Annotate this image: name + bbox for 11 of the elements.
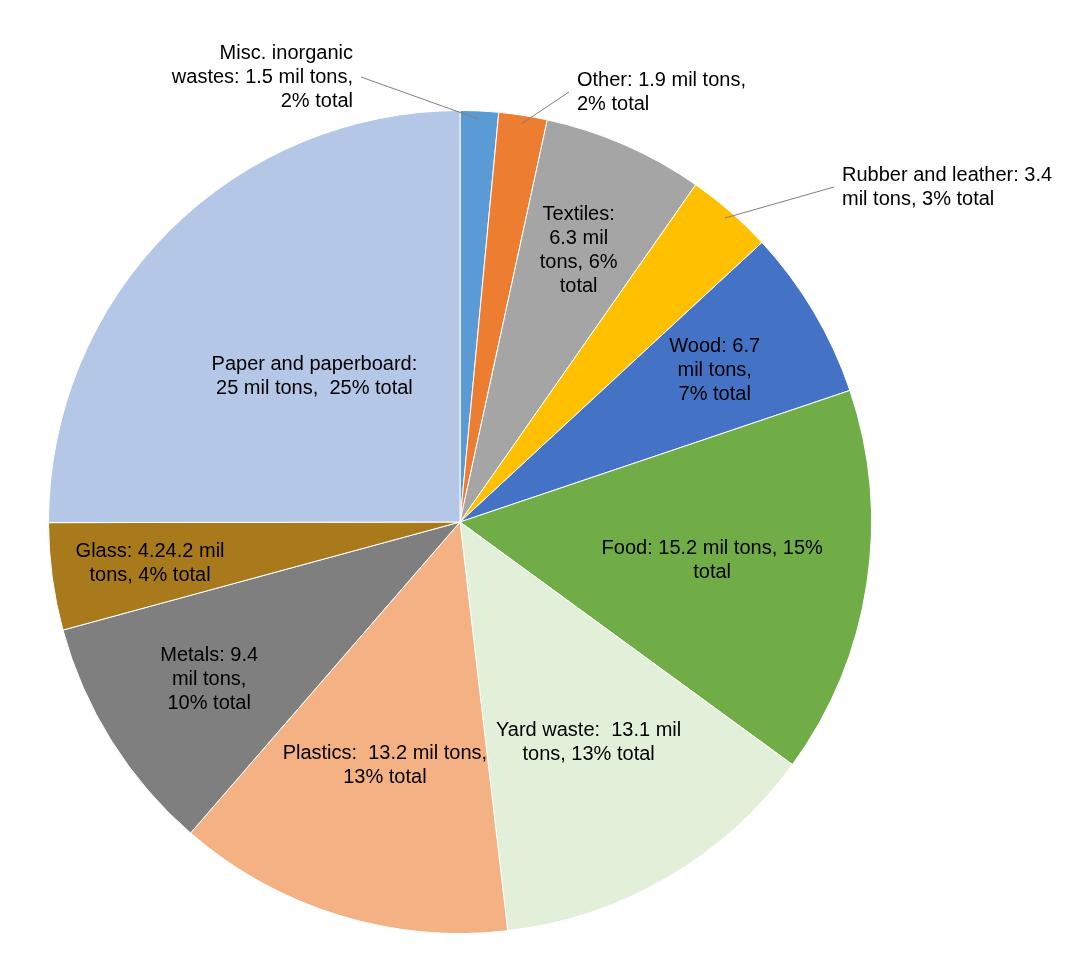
slice-label: Glass: 4.24.2 mil tons, 4% total bbox=[75, 539, 225, 586]
slice-label: Wood: 6.7 mil tons, 7% total bbox=[669, 334, 761, 405]
slice-label: Rubber and leather: 3.4 mil tons, 3% total bbox=[842, 162, 1053, 209]
slice-label: Misc. inorganic wastes: 1.5 mil tons, 2% total bbox=[170, 40, 353, 111]
slice-label: Paper and paperboard: 25 mil tons, 25% total bbox=[211, 352, 418, 399]
slice-label: Textiles: 6.3 mil tons, 6% total bbox=[539, 202, 618, 297]
slice-label: Plastics: 13.2 mil tons, 13% total bbox=[282, 741, 488, 788]
slice-label: Food: 15.2 mil tons, 15% total bbox=[601, 536, 823, 583]
slice-label: Yard waste: 13.1 mil tons, 13% total bbox=[495, 717, 682, 764]
slice-label: Metals: 9.4 mil tons, 10% total bbox=[160, 643, 259, 714]
slice-label: Other: 1.9 mil tons, 2% total bbox=[577, 67, 746, 114]
